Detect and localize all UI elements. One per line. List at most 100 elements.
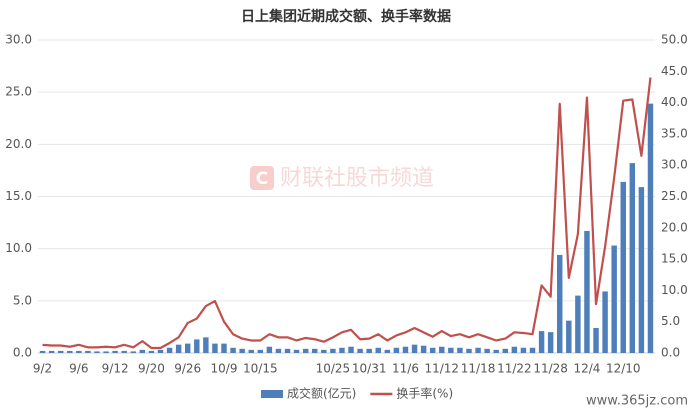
bar xyxy=(203,337,209,353)
bar xyxy=(130,351,136,353)
bar xyxy=(439,346,445,353)
bar xyxy=(511,346,518,353)
x-tick-label: 9/2 xyxy=(33,362,52,376)
x-tick-label: 10/9 xyxy=(211,362,238,376)
x-tick-label: 9/6 xyxy=(69,362,88,376)
y2-tick-label: 50.0 xyxy=(661,33,688,47)
bar xyxy=(330,348,336,353)
x-tick-label: 11/12 xyxy=(424,362,459,376)
bar xyxy=(230,347,236,353)
x-tick-label: 12/4 xyxy=(573,362,600,376)
bar xyxy=(502,348,509,353)
y2-tick-label: 45.0 xyxy=(661,64,688,78)
bar xyxy=(266,346,273,353)
bar xyxy=(39,350,46,353)
chart-title: 日上集团近期成交额、换手率数据 xyxy=(241,8,451,25)
bar xyxy=(48,350,55,353)
bar xyxy=(275,348,282,353)
bar xyxy=(493,349,499,353)
bar xyxy=(239,348,245,353)
bar xyxy=(647,103,654,353)
x-tick-label: 11/28 xyxy=(533,362,568,376)
y-tick-label: 30.0 xyxy=(5,33,32,47)
bar xyxy=(638,187,645,353)
bar xyxy=(121,350,127,353)
x-tick-label: 9/20 xyxy=(138,362,165,376)
bar xyxy=(457,347,463,353)
x-tick-label: 9/26 xyxy=(174,362,201,376)
bar xyxy=(194,339,200,353)
bar xyxy=(593,327,599,353)
bar xyxy=(112,350,118,353)
bar xyxy=(557,254,563,353)
y2-tick-label: 15.0 xyxy=(661,252,688,266)
bar xyxy=(411,344,418,353)
y-tick-label: 5.0 xyxy=(13,293,32,307)
legend-label: 成交额(亿元) xyxy=(287,386,356,401)
x-tick-label: 12/10 xyxy=(606,362,641,376)
legend-swatch xyxy=(261,390,283,398)
bar xyxy=(166,347,173,353)
x-tick-label: 11/6 xyxy=(392,362,419,376)
x-tick-label: 11/22 xyxy=(497,362,532,376)
y2-tick-label: 20.0 xyxy=(661,220,688,234)
bar xyxy=(538,331,545,353)
y-tick-label: 25.0 xyxy=(5,85,32,99)
bar xyxy=(57,350,64,353)
x-tick-label: 11/18 xyxy=(461,362,496,376)
y-tick-label: 0.0 xyxy=(13,346,32,360)
bar xyxy=(85,350,91,353)
y2-tick-label: 25.0 xyxy=(661,189,688,203)
bar xyxy=(484,348,490,353)
bar xyxy=(357,348,363,353)
y2-tick-label: 5.0 xyxy=(661,314,680,328)
bar xyxy=(366,348,372,353)
footer-watermark: www.365jz.com xyxy=(586,394,688,409)
watermark-logo: C xyxy=(250,166,274,190)
bar xyxy=(575,295,581,353)
bar xyxy=(139,349,146,353)
bar xyxy=(221,343,227,353)
bar xyxy=(339,347,345,353)
bar xyxy=(248,349,254,353)
y2-tick-label: 35.0 xyxy=(661,126,688,140)
y2-tick-label: 40.0 xyxy=(661,95,688,109)
bar xyxy=(76,350,82,353)
x-tick-label: 10/25 xyxy=(316,362,351,376)
bar xyxy=(529,347,536,353)
bar xyxy=(293,349,300,353)
bar xyxy=(602,291,608,353)
bar xyxy=(103,351,109,353)
bar xyxy=(429,347,436,353)
y-tick-label: 10.0 xyxy=(5,241,32,255)
bar xyxy=(402,346,409,353)
legend-label: 换手率(%) xyxy=(396,386,453,401)
bar xyxy=(257,349,264,353)
bar xyxy=(321,349,327,353)
bar xyxy=(393,347,400,353)
watermark: 财联社股市频道 xyxy=(280,166,434,191)
bar xyxy=(148,350,155,353)
bar xyxy=(302,348,309,353)
x-tick-label: 9/12 xyxy=(102,362,129,376)
bar xyxy=(184,343,191,353)
bar xyxy=(520,347,527,353)
bar xyxy=(375,347,381,353)
bar xyxy=(611,245,617,353)
bar xyxy=(67,350,73,353)
line xyxy=(42,77,652,350)
bar xyxy=(566,320,572,353)
bar xyxy=(348,346,354,353)
svg-text:C: C xyxy=(256,169,268,189)
y-tick-label: 20.0 xyxy=(5,137,32,151)
bar xyxy=(312,348,318,353)
bar xyxy=(420,345,427,353)
bar xyxy=(475,347,481,353)
bar xyxy=(466,348,472,353)
bar xyxy=(212,343,218,353)
y2-tick-label: 0.0 xyxy=(661,346,680,360)
bar xyxy=(547,332,554,353)
bar xyxy=(620,181,626,353)
bar xyxy=(384,349,391,353)
